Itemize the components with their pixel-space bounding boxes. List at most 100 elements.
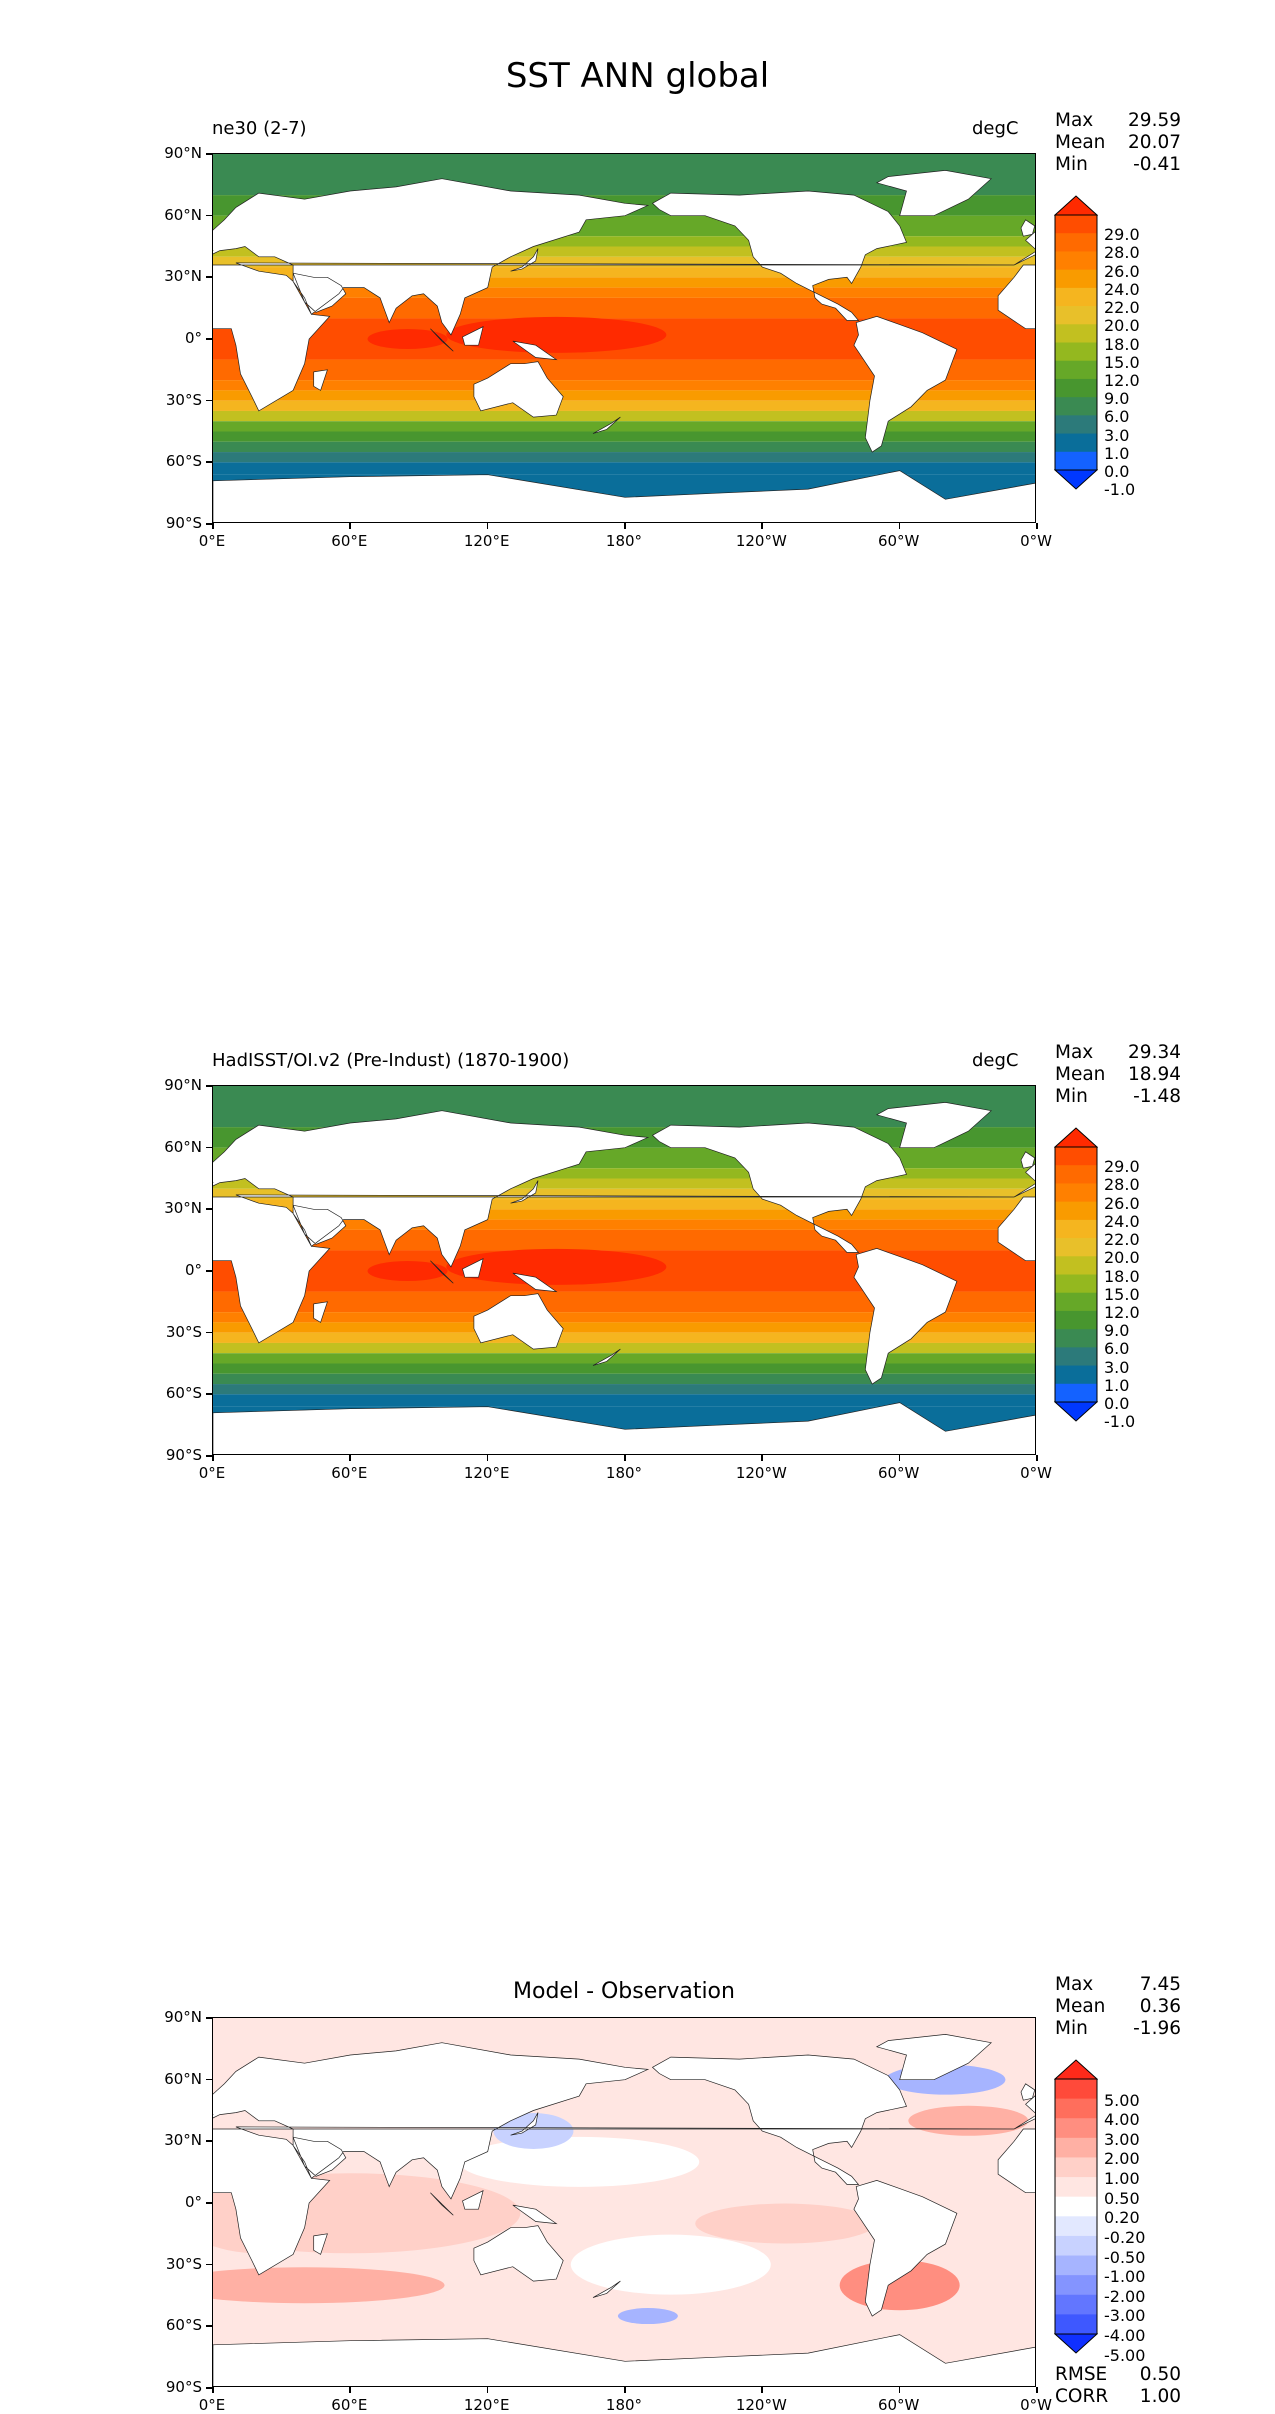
lat-tick-label: 60°N	[164, 1137, 202, 1156]
lon-tick-mark	[1036, 523, 1038, 529]
map-svg	[213, 1086, 1035, 1454]
colorbar-level-label: 1.0	[1104, 1375, 1130, 1395]
lat-tick-mark	[206, 2202, 212, 2204]
stat-mean-label: Mean	[1055, 132, 1106, 153]
lon-tick-mark	[624, 1455, 626, 1461]
sst-band	[213, 287, 1035, 298]
colorbar-level-label: 12.0	[1104, 1302, 1140, 1322]
colorbar-swatch	[1055, 1165, 1097, 1184]
colorbar-swatch	[1055, 342, 1097, 362]
colorbar-level-label: 2.00	[1104, 2149, 1140, 2169]
colorbar-swatch	[1055, 2118, 1097, 2139]
lon-tick-label: 120°E	[463, 2396, 510, 2414]
stat-mean-value: 0.36	[1139, 1996, 1181, 2017]
colorbar-swatch	[1055, 2177, 1097, 2198]
colorbar-level-label: 0.50	[1104, 2188, 1140, 2208]
colorbar-swatch	[1055, 1310, 1097, 1330]
colorbar-extend-top	[1054, 2059, 1098, 2080]
lon-tick-label: 180°	[605, 532, 643, 550]
colorbar-extend-bottom	[1054, 1401, 1098, 1422]
colorbar-swatch	[1055, 324, 1097, 343]
lon-tick-mark	[624, 523, 626, 529]
lon-tick-label: 60°W	[877, 532, 920, 550]
lon-tick-label: 120°E	[463, 1464, 510, 1482]
colorbar-swatch	[1055, 2079, 1097, 2100]
colorbar-swatch	[1055, 2275, 1097, 2296]
lon-tick-label: 120°E	[463, 532, 510, 550]
sst-band	[213, 1219, 1035, 1230]
lon-tick-label: 0°W	[1020, 1464, 1052, 1482]
stat-min-value: -0.41	[1133, 154, 1181, 175]
colorbar-swatch	[1055, 1274, 1097, 1294]
lon-tick-mark	[486, 1455, 489, 1461]
lat-tick-mark	[206, 399, 212, 402]
diff-patch	[908, 2105, 1029, 2136]
lon-tick-mark	[212, 2387, 214, 2393]
colorbar-swatch	[1055, 1383, 1097, 1403]
sst-band	[213, 410, 1035, 422]
lat-tick-label: 60°N	[164, 205, 202, 224]
colorbar-level-label: 3.0	[1104, 425, 1130, 445]
colorbar-extend-bottom	[1054, 2333, 1098, 2354]
colorbar-level-label: 20.0	[1104, 316, 1140, 336]
lat-tick-mark	[206, 1085, 212, 1087]
lat-tick-mark	[206, 153, 212, 155]
sst-band	[213, 452, 1035, 463]
lon-tick-mark	[898, 2387, 901, 2393]
lon-tick-label: 60°W	[877, 2396, 920, 2414]
sst-band	[213, 246, 1035, 257]
lat-tick-mark	[206, 1393, 212, 1395]
diff-patch	[459, 2136, 700, 2187]
colorbar-swatch	[1055, 1365, 1097, 1385]
figure-title: SST ANN global	[505, 56, 770, 96]
panel-1: ne30 (2-7) degC Max 29.59 Mean 20.07 Min -0.41 9…	[0, 0, 1275, 550]
lat-tick-mark	[206, 1146, 212, 1149]
stat-mean: Mean 20.07	[1055, 132, 1181, 154]
map-panel-3	[212, 2017, 1036, 2387]
colorbar-swatch	[1055, 1329, 1097, 1348]
lat-tick-label: 90°N	[164, 144, 202, 162]
lat-tick-label: 30°N	[164, 267, 202, 286]
units-label: degC	[972, 118, 1019, 139]
panel-center-title: Model - Observation	[513, 1979, 735, 2004]
stat-mean: Mean 0.36	[1055, 1996, 1181, 2018]
colorbar-level-label: 26.0	[1104, 1193, 1140, 1213]
stat-min-label: Min	[1055, 2018, 1088, 2039]
map-panel-2	[212, 1085, 1036, 1455]
metrics-box: RMSE 0.50 CORR 1.00	[1055, 2364, 1181, 2408]
colorbar-swatch	[1055, 2235, 1097, 2257]
colorbar-level-label: -1.0	[1104, 1412, 1136, 1432]
colorbar-level-label: 0.20	[1104, 2208, 1140, 2228]
lat-tick-mark	[206, 276, 212, 278]
colorbar-swatch	[1055, 1147, 1097, 1166]
lat-tick-mark	[206, 1331, 212, 1334]
colorbar-swatch	[1055, 1219, 1097, 1239]
lat-tick-label: 90°S	[165, 2378, 202, 2396]
colorbar-swatch	[1055, 2255, 1097, 2276]
lon-tick-label: 0°W	[1020, 532, 1052, 550]
colorbar-swatch	[1055, 1347, 1097, 1367]
panel-3: Model - Observation Max 7.45 Mean 0.36 Min -1.…	[0, 932, 1275, 2414]
colorbar-level-label: 0.0	[1104, 1394, 1130, 1413]
lat-tick-label: 60°N	[164, 2069, 202, 2088]
stat-min-value: -1.96	[1133, 2018, 1181, 2039]
colorbar-level-label: 18.0	[1104, 1266, 1140, 1286]
stat-min-value: -1.48	[1133, 1086, 1181, 1107]
lat-tick-label: 90°N	[164, 1076, 202, 1094]
lon-tick-mark	[761, 523, 763, 529]
lat-tick-label: 0°	[184, 2193, 202, 2211]
lat-tick-mark	[206, 1208, 212, 1210]
lat-tick-mark	[206, 2325, 212, 2327]
colorbar-level-label: -0.50	[1104, 2247, 1146, 2267]
lat-tick-label: 90°N	[164, 2008, 202, 2026]
sst-band	[213, 1353, 1035, 1364]
sst-band	[213, 267, 1035, 278]
sst-band	[213, 1168, 1035, 1179]
lon-tick-mark	[349, 523, 351, 529]
lat-tick-mark	[206, 523, 212, 525]
sst-band	[213, 359, 1035, 381]
lon-tick-label: 60°W	[877, 1464, 920, 1482]
colorbar-swatch	[1055, 415, 1097, 435]
stat-min-label: Min	[1055, 154, 1088, 175]
colorbar-swatch	[1055, 2196, 1097, 2217]
